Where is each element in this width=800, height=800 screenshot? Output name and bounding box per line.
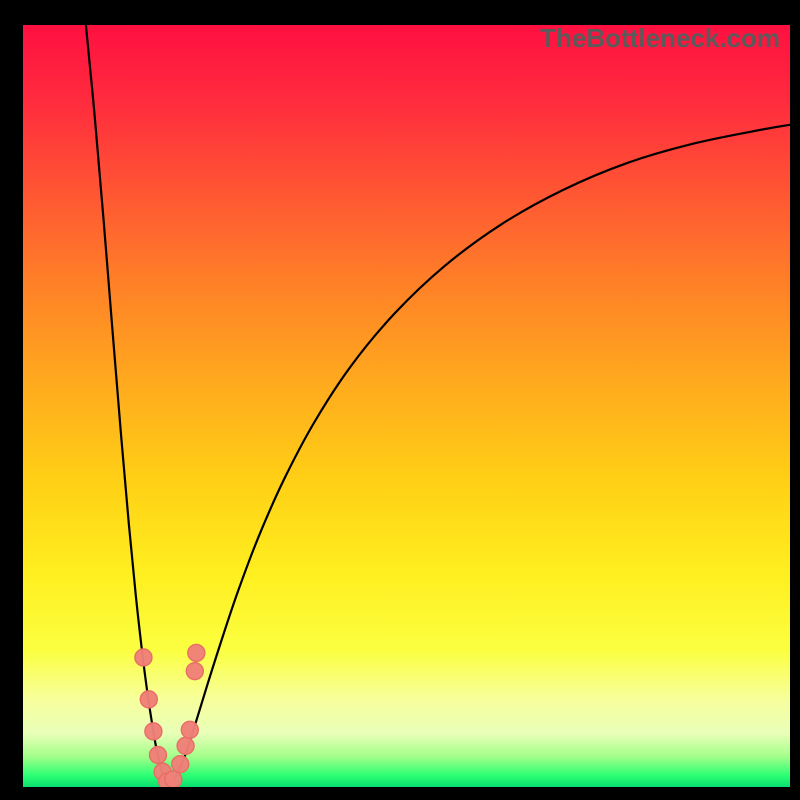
markers-group	[135, 644, 205, 787]
marker-dot	[135, 649, 152, 666]
bottleneck-curve-left	[86, 25, 169, 784]
marker-dot	[172, 756, 189, 773]
marker-dot	[177, 737, 194, 754]
watermark-text: TheBottleneck.com	[540, 23, 780, 54]
marker-dot	[186, 663, 203, 680]
marker-dot	[188, 644, 205, 661]
bottleneck-curve-right	[169, 125, 790, 784]
chart-svg	[23, 25, 790, 787]
marker-dot	[165, 771, 182, 787]
marker-dot	[181, 721, 198, 738]
marker-dot	[149, 747, 166, 764]
marker-dot	[145, 723, 162, 740]
marker-dot	[140, 691, 157, 708]
chart-stage: TheBottleneck.com	[0, 0, 800, 800]
plot-frame: TheBottleneck.com	[23, 25, 790, 787]
